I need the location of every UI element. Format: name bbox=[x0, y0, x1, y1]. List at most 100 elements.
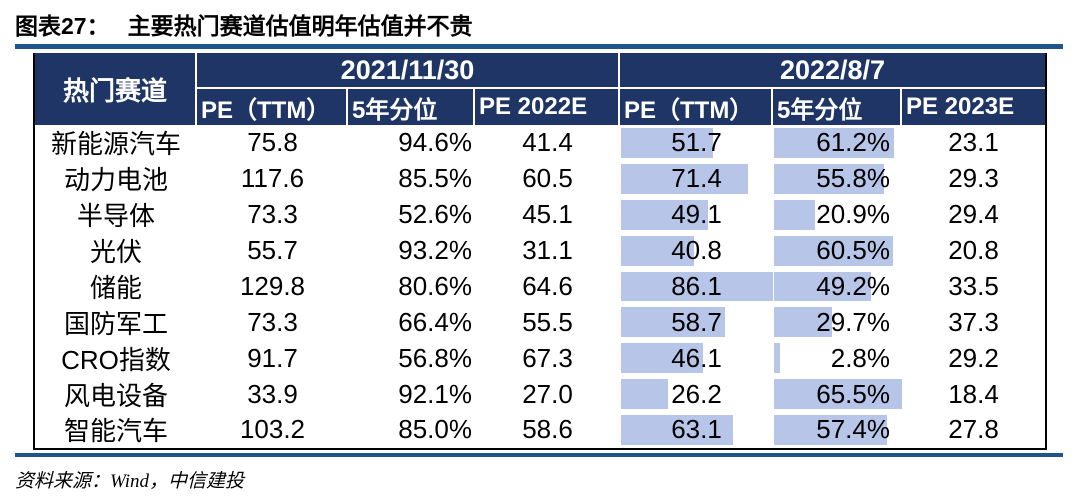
table-cell: 31.1 bbox=[475, 233, 620, 269]
data-bar bbox=[774, 163, 884, 194]
table-cell: 29.7% bbox=[773, 304, 902, 340]
cell-value: 73.3 bbox=[247, 306, 298, 337]
cell-value: 33.5 bbox=[948, 270, 999, 301]
table-cell: 55.8% bbox=[773, 161, 902, 197]
cell-value: 51.7 bbox=[671, 127, 722, 158]
cell-value: 71.4 bbox=[671, 163, 722, 194]
cell-value: 80.6% bbox=[398, 270, 472, 301]
table-cell: 2.8% bbox=[773, 340, 902, 376]
cell-value: 58.6 bbox=[522, 414, 573, 445]
column-header-5y-percentile-2022: 5年分位 bbox=[773, 89, 902, 125]
data-bar bbox=[621, 128, 713, 158]
sector-name: 国防军工 bbox=[63, 308, 168, 339]
table-cell: 20.8 bbox=[902, 233, 1045, 269]
cell-value: 64.6 bbox=[522, 270, 573, 301]
table-cell: 64.6 bbox=[475, 269, 620, 305]
cell-value: 49.2% bbox=[816, 270, 890, 301]
cell-value: 61.2% bbox=[816, 127, 890, 158]
cell-value: 103.2 bbox=[239, 414, 306, 445]
cell-value: 31.1 bbox=[522, 235, 573, 266]
data-bar bbox=[621, 235, 694, 266]
cell-value: 23.1 bbox=[948, 127, 999, 158]
cell-value: 20.9% bbox=[816, 199, 890, 230]
title-divider bbox=[15, 44, 1063, 49]
sector-name: 动力电池 bbox=[63, 165, 168, 196]
cell-value: 129.8 bbox=[239, 270, 306, 301]
cell-value: 75.8 bbox=[247, 127, 298, 158]
table-cell: 117.6 bbox=[197, 161, 348, 197]
cell-value: 73.3 bbox=[247, 199, 298, 230]
cell-value: 85.5% bbox=[398, 163, 472, 194]
table-cell: 55.5 bbox=[475, 304, 620, 340]
cell-value: 94.6% bbox=[398, 127, 472, 158]
table-cell: 94.6% bbox=[348, 125, 475, 161]
table-cell: 60.5 bbox=[475, 161, 620, 197]
data-bar bbox=[774, 379, 902, 409]
cell-value: 41.4 bbox=[522, 127, 573, 158]
data-bar bbox=[621, 343, 703, 374]
table-cell: 45.1 bbox=[475, 197, 620, 233]
table-cell: 51.7 bbox=[620, 125, 773, 161]
table-cell: 33.5 bbox=[902, 269, 1045, 305]
table-cell: 26.2 bbox=[620, 376, 773, 412]
cell-value: 57.4% bbox=[816, 414, 890, 445]
cell-value: 55.5 bbox=[522, 306, 573, 337]
data-bar bbox=[621, 379, 668, 409]
table-cell: 49.1 bbox=[620, 197, 773, 233]
table-cell: 20.9% bbox=[773, 197, 902, 233]
data-bar bbox=[621, 415, 734, 445]
cell-value: 117.6 bbox=[240, 163, 305, 194]
table-cell: 129.8 bbox=[197, 269, 348, 305]
sector-name: 智能汽车 bbox=[63, 416, 168, 447]
column-header-sector: 热门赛道 bbox=[35, 53, 197, 125]
table-cell: 58.6 bbox=[475, 412, 620, 448]
sector-name: 风电设备 bbox=[63, 380, 168, 411]
table-cell: 29.2 bbox=[902, 340, 1045, 376]
group-header-2021: 2021/11/30 bbox=[197, 53, 620, 89]
table-cell: 23.1 bbox=[902, 125, 1045, 161]
table-cell: 92.1% bbox=[348, 376, 475, 412]
cell-value: 86.1 bbox=[671, 270, 722, 301]
cell-value: 49.1 bbox=[671, 199, 722, 230]
sector-name: 半导体 bbox=[76, 201, 155, 232]
cell-value: 60.5 bbox=[522, 163, 573, 194]
cell-value: 40.8 bbox=[671, 235, 722, 266]
cell-value: 29.4 bbox=[948, 199, 999, 230]
table-cell: 66.4% bbox=[348, 304, 475, 340]
cell-value: 29.3 bbox=[948, 163, 999, 194]
column-header-pe-ttm-2021: PE（TTM） bbox=[197, 89, 348, 125]
cell-value: 27.0 bbox=[522, 378, 573, 409]
valuation-table: 热门赛道 2021/11/30 2022/8/7 PE（TTM） 5年分位 PE… bbox=[33, 53, 1047, 450]
table-cell: 27.8 bbox=[902, 412, 1045, 448]
cell-value: 45.1 bbox=[522, 199, 573, 230]
table-cell: 57.4% bbox=[773, 412, 902, 448]
cell-value: 91.7 bbox=[247, 342, 298, 373]
table-cell: 29.4 bbox=[902, 197, 1045, 233]
table-cell: 55.7 bbox=[197, 233, 348, 269]
cell-value: 2.8% bbox=[830, 342, 890, 373]
cell-value: 29.2 bbox=[948, 342, 999, 373]
column-header-pe-ttm-2022: PE（TTM） bbox=[620, 89, 773, 125]
data-bar bbox=[774, 271, 871, 302]
column-header-pe-2023e: PE 2023E bbox=[902, 89, 1045, 125]
cell-value: 55.8% bbox=[816, 163, 890, 194]
data-bar bbox=[774, 128, 895, 158]
table-cell: 67.3 bbox=[475, 340, 620, 376]
cell-value: 55.7 bbox=[247, 235, 298, 266]
cell-value: 20.8 bbox=[948, 235, 999, 266]
table-cell: 85.5% bbox=[348, 161, 475, 197]
table-cell: 86.1 bbox=[620, 269, 773, 305]
cell-value: 26.2 bbox=[671, 378, 722, 409]
cell-value: 52.6% bbox=[398, 199, 472, 230]
table-cell: 60.5% bbox=[773, 233, 902, 269]
sector-name: 储能 bbox=[89, 272, 142, 303]
cell-value: 60.5% bbox=[816, 235, 890, 266]
table-cell: 29.3 bbox=[902, 161, 1045, 197]
cell-value: 66.4% bbox=[398, 306, 472, 337]
cell-value: 29.7% bbox=[816, 306, 890, 337]
footer-divider bbox=[15, 453, 1063, 457]
cell-value: 27.8 bbox=[948, 414, 999, 445]
data-bar bbox=[621, 307, 726, 338]
figure-number: 图表27： bbox=[15, 13, 110, 39]
